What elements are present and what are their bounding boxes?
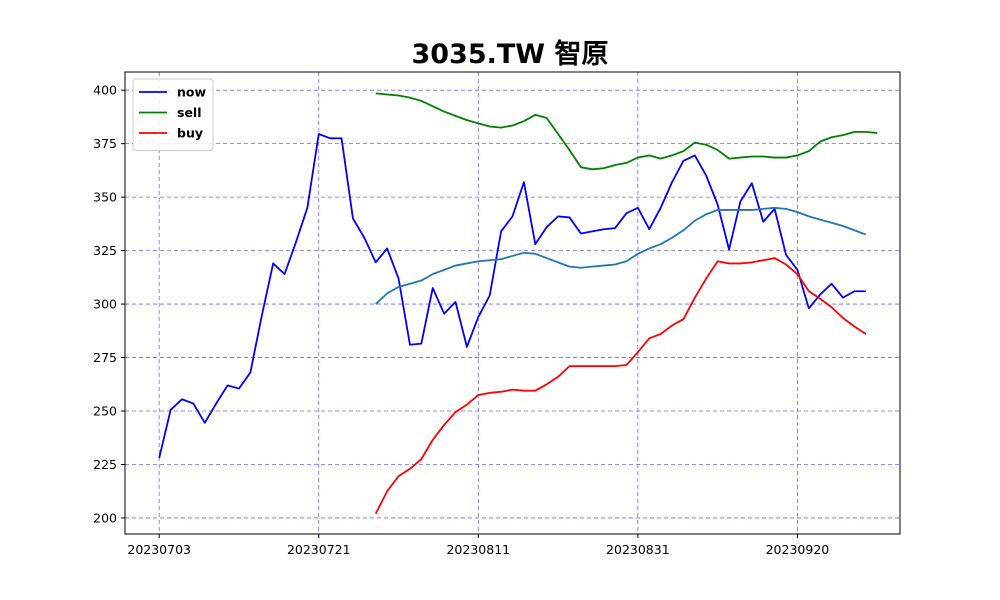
y-tick-label: 400 bbox=[93, 83, 117, 98]
legend: now sell buy bbox=[132, 78, 214, 151]
chart-title: 3035.TW 智原 bbox=[411, 39, 608, 70]
y-tick-label: 275 bbox=[93, 350, 117, 365]
x-tick-label: 20230831 bbox=[606, 542, 670, 557]
legend-label-now: now bbox=[177, 85, 206, 100]
series-line-buy bbox=[374, 257, 867, 515]
series-line-sell bbox=[375, 92, 878, 171]
y-tick-label: 375 bbox=[93, 136, 117, 151]
x-tick-label: 20230721 bbox=[287, 542, 351, 557]
x-tick-label: 20230703 bbox=[127, 542, 191, 557]
y-tick-label: 250 bbox=[93, 404, 117, 419]
y-tick-label: 350 bbox=[93, 190, 117, 205]
axes: 200 225 250 275 300 325 350 375 400 20230703 20230… bbox=[93, 71, 901, 557]
y-tick-label: 200 bbox=[93, 510, 117, 525]
x-tick-label: 20230920 bbox=[766, 542, 830, 557]
y-tick-label: 225 bbox=[93, 457, 117, 472]
x-tick-label: 20230811 bbox=[446, 542, 510, 557]
plot-frame bbox=[124, 71, 901, 535]
y-tick-label: 325 bbox=[93, 243, 117, 258]
legend-label-sell: sell bbox=[177, 105, 202, 120]
series-line-now bbox=[158, 133, 866, 459]
y-tick-label: 300 bbox=[93, 297, 117, 312]
series-line-moving-average bbox=[375, 206, 867, 305]
legend-label-buy: buy bbox=[177, 126, 203, 141]
series-lines bbox=[158, 92, 878, 515]
